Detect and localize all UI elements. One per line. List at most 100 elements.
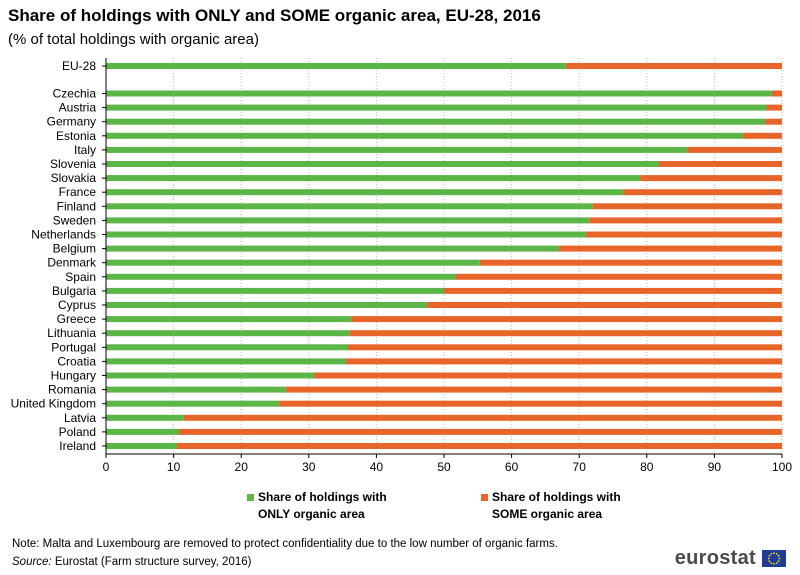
bar-some-netherlands bbox=[585, 231, 782, 238]
category-label-germany: Germany bbox=[47, 115, 96, 129]
bar-only-netherlands bbox=[106, 231, 586, 238]
category-label-latvia: Latvia bbox=[64, 411, 96, 425]
bar-only-finland bbox=[106, 203, 593, 210]
bar-some-sweden bbox=[589, 217, 782, 224]
eu-flag-icon bbox=[762, 549, 786, 567]
chart-title: Share of holdings with ONLY and SOME org… bbox=[8, 6, 541, 25]
bar-some-romania bbox=[285, 386, 782, 393]
category-label-ireland: Ireland bbox=[59, 439, 96, 453]
category-label-slovenia: Slovenia bbox=[50, 157, 96, 171]
x-tick-label: 20 bbox=[235, 460, 249, 474]
bar-only-bulgaria bbox=[106, 287, 444, 294]
bar-only-france bbox=[106, 189, 624, 196]
category-label-poland: Poland bbox=[59, 425, 96, 439]
category-label-france: France bbox=[59, 185, 97, 199]
category-label-denmark: Denmark bbox=[47, 256, 97, 270]
bar-only-belgium bbox=[106, 245, 559, 252]
x-tick-label: 50 bbox=[437, 460, 451, 474]
legend-item-only: Share of holdings with ONLY organic area bbox=[247, 489, 408, 523]
category-label-finland: Finland bbox=[57, 199, 96, 213]
bar-only-romania bbox=[106, 386, 286, 393]
bar-some-spain bbox=[455, 273, 782, 280]
bar-some-belgium bbox=[558, 245, 782, 252]
legend-label-only: Share of holdings with ONLY organic area bbox=[258, 490, 387, 521]
bar-only-spain bbox=[106, 273, 456, 280]
bar-only-latvia bbox=[106, 414, 184, 421]
category-label-bulgaria: Bulgaria bbox=[52, 284, 96, 298]
bar-only-denmark bbox=[106, 259, 480, 266]
gridlines bbox=[173, 58, 783, 454]
bar-only-poland bbox=[106, 428, 180, 435]
x-tick-label: 0 bbox=[103, 460, 110, 474]
bar-some-eu-28 bbox=[565, 63, 782, 69]
category-label-romania: Romania bbox=[48, 383, 96, 397]
bar-only-czechia bbox=[106, 90, 772, 97]
x-tick-label: 100 bbox=[772, 460, 792, 474]
category-label-greece: Greece bbox=[57, 312, 97, 326]
bar-only-portugal bbox=[106, 344, 349, 351]
bar-some-portugal bbox=[348, 344, 782, 351]
bar-only-estonia bbox=[106, 132, 743, 139]
bar-some-denmark bbox=[479, 259, 782, 266]
category-label-united-kingdom: United Kingdom bbox=[11, 397, 96, 411]
x-tick-label: 10 bbox=[167, 460, 181, 474]
bar-some-france bbox=[623, 189, 782, 196]
bar-only-croatia bbox=[106, 358, 346, 365]
bar-only-eu-28 bbox=[106, 63, 566, 69]
category-label-netherlands: Netherlands bbox=[31, 228, 96, 242]
bar-some-greece bbox=[351, 316, 782, 323]
bar-only-germany bbox=[106, 118, 766, 125]
bar-only-united-kingdom bbox=[106, 400, 280, 407]
category-label-italy: Italy bbox=[74, 143, 96, 157]
category-label-czechia: Czechia bbox=[53, 87, 97, 101]
source-text: Eurostat (Farm structure survey, 2016) bbox=[51, 556, 252, 568]
x-tick-label: 30 bbox=[302, 460, 316, 474]
bar-some-slovenia bbox=[658, 161, 782, 167]
category-label-belgium: Belgium bbox=[53, 242, 96, 256]
category-label-hungary: Hungary bbox=[51, 369, 96, 383]
stacked-bar-chart: 0 10 20 30 40 50 60 70 80 90 100 EU-28 CzechiaAustr… bbox=[11, 58, 792, 474]
legend-label-some: Share of holdings with SOME organic area bbox=[492, 490, 621, 521]
bar-some-estonia bbox=[742, 132, 782, 139]
legend-item-some: Share of holdings with SOME organic area bbox=[481, 489, 642, 523]
bar-some-italy bbox=[687, 146, 782, 153]
bar-only-sweden bbox=[106, 217, 590, 224]
category-labels: EU-28CzechiaAustriaGermanyEstoniaItalySl… bbox=[11, 59, 97, 453]
bar-some-germany bbox=[765, 118, 782, 125]
bar-some-lithuania bbox=[349, 330, 782, 337]
bar-some-cyprus bbox=[427, 302, 782, 308]
footnote: Note: Malta and Luxembourg are removed t… bbox=[12, 538, 558, 550]
category-label-austria: Austria bbox=[59, 101, 97, 115]
bar-only-italy bbox=[106, 146, 688, 153]
category-label-sweden: Sweden bbox=[53, 213, 96, 227]
bar-some-poland bbox=[179, 428, 782, 435]
bar-some-latvia bbox=[183, 414, 783, 421]
category-label-slovakia: Slovakia bbox=[51, 171, 97, 185]
bar-some-czechia bbox=[771, 90, 782, 97]
bar-some-austria bbox=[766, 104, 782, 111]
bar-only-cyprus bbox=[106, 302, 428, 308]
x-tick-label: 80 bbox=[640, 460, 654, 474]
axes: 0 10 20 30 40 50 60 70 80 90 100 bbox=[102, 58, 792, 474]
category-label-croatia: Croatia bbox=[57, 354, 96, 368]
bar-only-ireland bbox=[106, 443, 177, 449]
bar-only-greece bbox=[106, 316, 352, 323]
x-tick-label: 90 bbox=[708, 460, 722, 474]
chart-subtitle: (% of total holdings with organic area) bbox=[8, 31, 259, 48]
bar-only-hungary bbox=[106, 372, 315, 379]
category-label-eu-28: EU-28 bbox=[62, 59, 96, 73]
bar-some-slovakia bbox=[640, 175, 782, 182]
bar-some-united-kingdom bbox=[279, 400, 782, 407]
bar-some-hungary bbox=[314, 372, 782, 379]
source-line: Source: Eurostat (Farm structure survey,… bbox=[12, 556, 251, 568]
bar-only-slovakia bbox=[106, 175, 641, 182]
x-tick-label: 40 bbox=[370, 460, 384, 474]
category-label-spain: Spain bbox=[65, 270, 96, 284]
bar-only-slovenia bbox=[106, 161, 659, 167]
bar-some-finland bbox=[592, 203, 782, 210]
bar-some-croatia bbox=[345, 358, 782, 365]
category-label-cyprus: Cyprus bbox=[58, 298, 96, 312]
category-label-estonia: Estonia bbox=[56, 129, 96, 143]
source-label: Source: bbox=[12, 556, 52, 568]
x-tick-label: 70 bbox=[573, 460, 587, 474]
